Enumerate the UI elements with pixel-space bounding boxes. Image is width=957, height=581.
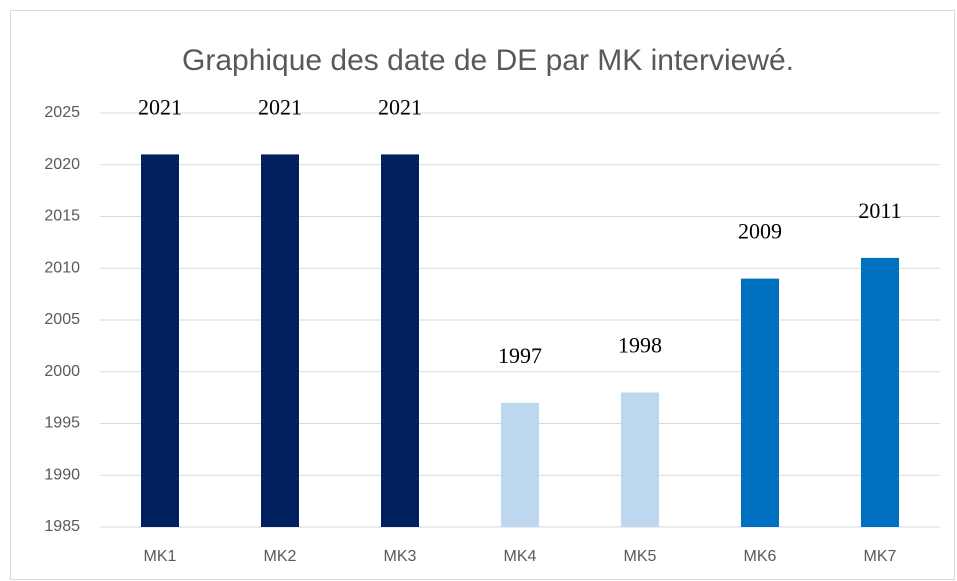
y-tick-label: 2010	[44, 259, 80, 276]
value-label: 2021	[378, 94, 422, 119]
value-label: 1997	[498, 343, 542, 368]
y-tick-label: 2005	[44, 311, 80, 328]
x-tick-label: MK2	[264, 548, 297, 565]
y-tick-label: 2020	[44, 156, 80, 173]
y-tick-label: 2000	[44, 363, 80, 380]
value-label: 2009	[738, 219, 782, 244]
y-tick-label: 2025	[44, 104, 80, 121]
x-tick-label: MK7	[864, 548, 897, 565]
bar	[861, 257, 899, 527]
value-label: 1998	[618, 332, 662, 357]
x-tick-label: MK1	[144, 548, 177, 565]
bar	[741, 278, 779, 527]
x-tick-label: MK6	[744, 548, 777, 565]
bar	[141, 154, 179, 527]
y-tick-label: 1990	[44, 466, 80, 483]
y-tick-label: 2015	[44, 208, 80, 225]
y-tick-label: 1995	[44, 415, 80, 432]
value-label: 2011	[858, 198, 901, 223]
bar	[501, 402, 539, 527]
x-tick-label: MK4	[504, 548, 537, 565]
bar	[621, 392, 659, 527]
chart-title: Graphique des date de DE par MK intervie…	[182, 44, 794, 77]
y-tick-label: 1985	[44, 518, 80, 535]
x-tick-label: MK5	[624, 548, 657, 565]
bar	[381, 154, 419, 527]
value-label: 2021	[258, 94, 302, 119]
x-tick-label: MK3	[384, 548, 417, 565]
bar	[261, 154, 299, 527]
value-label: 2021	[138, 94, 182, 119]
